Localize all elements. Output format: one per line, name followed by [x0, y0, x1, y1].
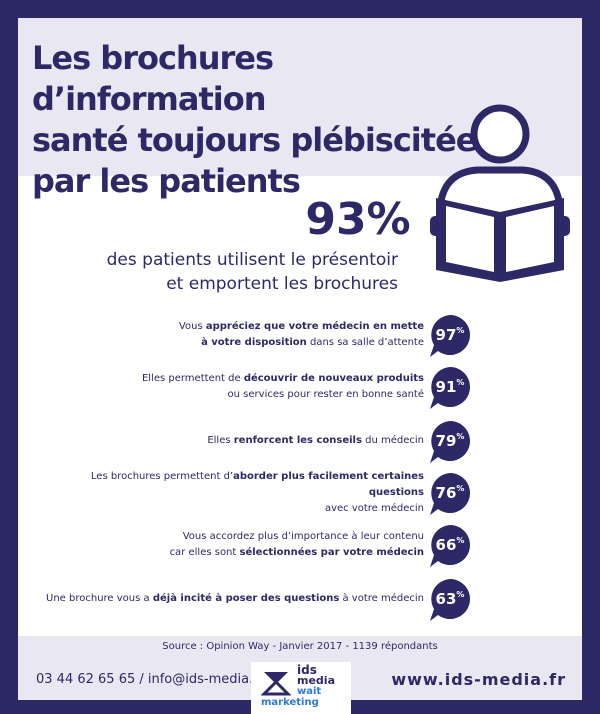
logo-line: wait — [297, 686, 322, 697]
stat-line: Vous accordez plus d’importance à leur c… — [38, 529, 424, 545]
stat-percentage: 97% — [428, 326, 472, 344]
speech-bubble-icon: 66% — [428, 523, 476, 571]
stat-text: Elles permettent de découvrir de nouveau… — [38, 362, 424, 412]
speech-bubble-icon: 91% — [428, 365, 476, 413]
stat-unit: % — [456, 378, 465, 387]
stat-text-plain: avec votre médecin — [324, 503, 424, 514]
stat-text: Une brochure vous a déjà incité à poser … — [38, 574, 424, 624]
headline-line: et emportent les brochures — [166, 274, 398, 294]
stat-text-plain: car elles sont — [169, 547, 240, 558]
logo-line: marketing — [261, 697, 319, 708]
company-logo: ids media wait marketing — [251, 662, 351, 714]
stat-text-plain: du médecin — [361, 435, 424, 446]
stat-unit: % — [456, 432, 465, 441]
footer: 03 44 62 65 65 / info@ids-media.fr ids m… — [18, 660, 582, 714]
speech-bubble-icon: 79% — [428, 419, 476, 467]
stat-text-bold: découvrir de nouveaux produits — [243, 373, 424, 384]
stat-value: 91 — [435, 378, 457, 396]
stat-text-bold: à votre disposition — [201, 337, 307, 348]
headline-line: des patients utilisent le présentoir — [106, 250, 398, 270]
stat-unit: % — [456, 326, 465, 335]
stat-line: avec votre médecin — [38, 501, 424, 517]
stat-text-bold: sélectionnées par votre médecin — [239, 547, 425, 558]
headline-text: des patients utilisent le présentoir et … — [78, 248, 398, 296]
stat-percentage: 66% — [428, 536, 472, 554]
stat-line: car elles sont sélectionnées par votre m… — [38, 545, 424, 561]
stat-item: Une brochure vous a déjà incité à poser … — [38, 574, 568, 624]
stat-percentage: 79% — [428, 432, 472, 450]
website-link[interactable]: www.ids-media.fr — [391, 670, 566, 689]
stat-value: 66 — [435, 536, 457, 554]
stat-text-plain: Les brochures permettent d’ — [90, 471, 234, 482]
speech-bubble-icon: 63% — [428, 577, 476, 625]
infographic-sheet: Les brochures d’information santé toujou… — [18, 18, 582, 636]
speech-bubble-icon: 76% — [428, 471, 476, 519]
stat-value: 97 — [435, 326, 457, 344]
stat-text: Vous accordez plus d’importance à leur c… — [38, 520, 424, 570]
stat-value: 79 — [435, 432, 457, 450]
title-band: Les brochures d’information santé toujou… — [18, 18, 582, 200]
stat-item: Elles renforcent les conseils du médecin… — [38, 416, 568, 466]
stat-item: Les brochures permettent d’aborder plus … — [38, 468, 568, 518]
stat-line: à votre disposition dans sa salle d’atte… — [38, 335, 424, 351]
stat-text-plain: Vous — [178, 321, 206, 332]
stat-text-bold: aborder plus facilement certaines questi… — [233, 471, 424, 498]
headline-percentage: 93% — [305, 194, 411, 245]
stat-text: Elles renforcent les conseils du médecin — [38, 416, 424, 466]
stat-text-plain: Une brochure vous a — [46, 593, 153, 604]
logo-line: media — [297, 674, 335, 687]
stat-item: Elles permettent de découvrir de nouveau… — [38, 362, 568, 412]
speech-bubble-icon: 97% — [428, 313, 476, 361]
logo-line: ids — [297, 663, 317, 677]
stat-text-plain: à votre médecin — [339, 593, 424, 604]
stat-value: 76 — [435, 484, 457, 502]
stat-text-bold: renforcent les conseils — [233, 435, 362, 446]
source-text: Source : Opinion Way - Janvier 2017 - 11… — [162, 641, 438, 652]
stat-line: Elles renforcent les conseils du médecin — [38, 433, 424, 449]
stat-text-plain: Elles — [207, 435, 234, 446]
stat-unit: % — [456, 484, 465, 493]
stat-text: Les brochures permettent d’aborder plus … — [38, 468, 424, 518]
stat-unit: % — [456, 536, 465, 545]
source-band: Source : Opinion Way - Janvier 2017 - 11… — [18, 636, 582, 660]
stat-text: Vous appréciez que votre médecin en mett… — [38, 310, 424, 360]
stat-text-bold: déjà incité à poser des questions — [152, 593, 340, 604]
stat-text-plain: Vous accordez plus d’importance à leur c… — [182, 531, 424, 542]
stat-percentage: 91% — [428, 378, 472, 396]
contact-info[interactable]: 03 44 62 65 65 / info@ids-media.fr — [36, 672, 264, 687]
stat-text-plain: Elles permettent de — [141, 373, 244, 384]
page-title: Les brochures d’information santé toujou… — [32, 38, 502, 202]
stat-item: Vous appréciez que votre médecin en mett… — [38, 310, 568, 360]
stat-text-bold: appréciez que votre médecin en mette — [205, 321, 424, 332]
stat-percentage: 63% — [428, 590, 472, 608]
stat-value: 63 — [435, 590, 457, 608]
stat-unit: % — [456, 590, 465, 599]
stat-line: ou services pour rester en bonne santé — [38, 387, 424, 403]
stat-percentage: 76% — [428, 484, 472, 502]
title-line: santé toujours plébiscitées — [32, 121, 496, 159]
stat-item: Vous accordez plus d’importance à leur c… — [38, 520, 568, 570]
stat-line: Vous appréciez que votre médecin en mett… — [38, 319, 424, 335]
stat-text-plain: dans sa salle d’attente — [306, 337, 424, 348]
logo-mark-icon — [261, 672, 291, 696]
title-line: par les patients — [32, 162, 301, 200]
stat-line: Les brochures permettent d’aborder plus … — [38, 469, 424, 501]
stat-line: Elles permettent de découvrir de nouveau… — [38, 371, 424, 387]
stat-text-plain: ou services pour rester en bonne santé — [227, 389, 424, 400]
title-line: Les brochures d’information — [32, 39, 274, 118]
stat-line: Une brochure vous a déjà incité à poser … — [38, 591, 424, 607]
person-reading-icon — [430, 104, 570, 282]
